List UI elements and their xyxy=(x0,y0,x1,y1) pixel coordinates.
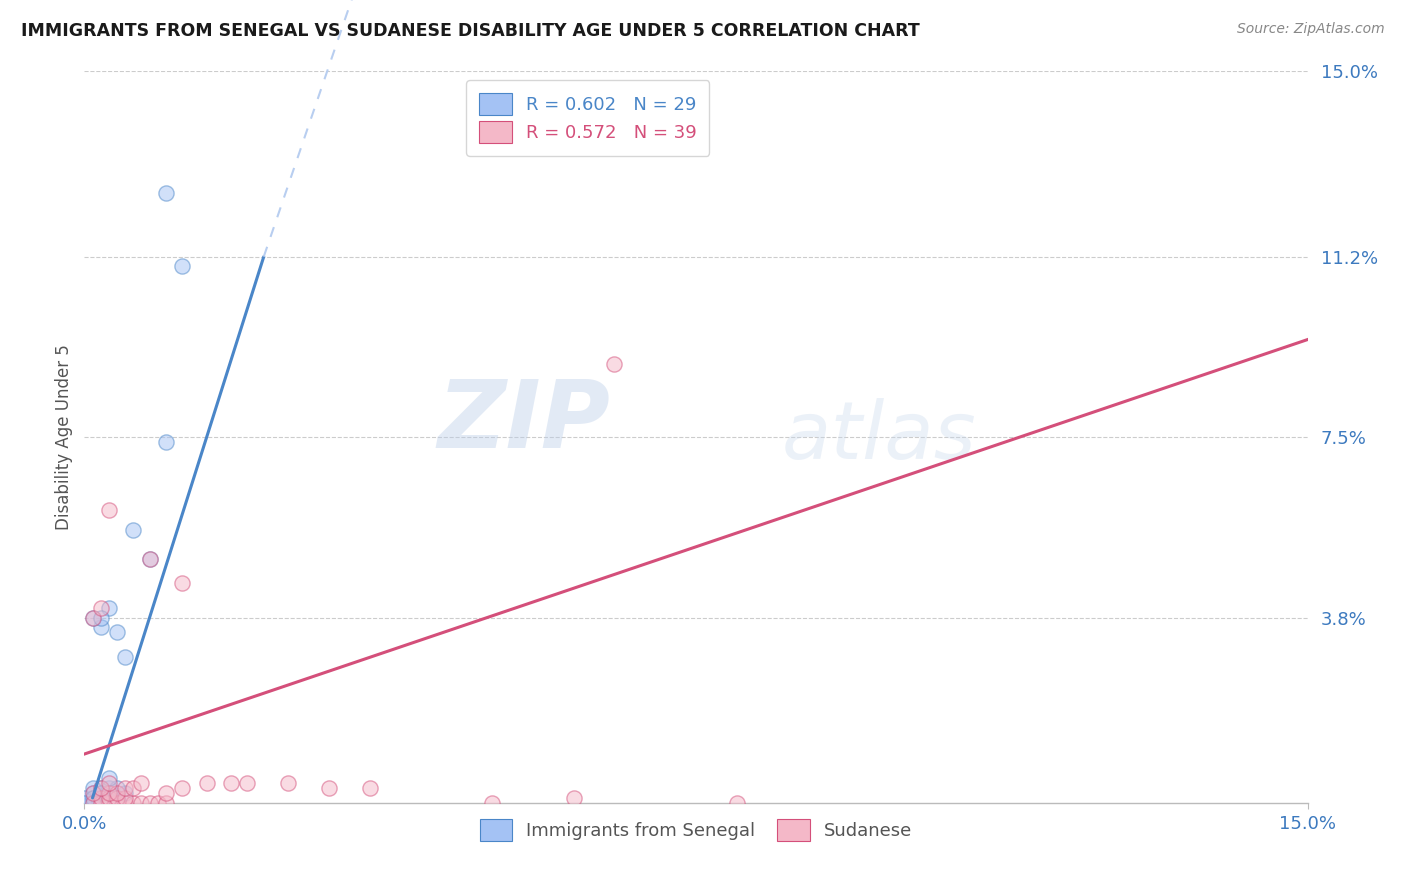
Point xyxy=(82,610,104,624)
Point xyxy=(73,791,96,805)
Point xyxy=(97,791,120,805)
Point xyxy=(138,796,160,810)
Point xyxy=(90,600,112,615)
Point xyxy=(90,781,112,796)
Point xyxy=(122,796,145,810)
Point xyxy=(90,796,112,810)
Point xyxy=(277,776,299,790)
Point xyxy=(82,781,104,796)
Point xyxy=(90,781,112,796)
Point xyxy=(138,552,160,566)
Point xyxy=(131,796,153,810)
Point xyxy=(82,786,104,800)
Text: Source: ZipAtlas.com: Source: ZipAtlas.com xyxy=(1237,22,1385,37)
Point xyxy=(155,186,177,201)
Point xyxy=(603,357,626,371)
Point xyxy=(90,791,112,805)
Point xyxy=(73,796,96,810)
Point xyxy=(90,620,112,634)
Point xyxy=(97,781,120,796)
Point xyxy=(725,796,748,810)
Legend: Immigrants from Senegal, Sudanese: Immigrants from Senegal, Sudanese xyxy=(472,812,920,848)
Point xyxy=(90,791,112,805)
Point xyxy=(82,796,104,810)
Point xyxy=(359,781,381,796)
Point xyxy=(172,260,194,274)
Point xyxy=(105,796,128,810)
Point xyxy=(82,786,104,800)
Point xyxy=(82,791,104,805)
Point xyxy=(105,625,128,640)
Point xyxy=(82,796,104,810)
Point xyxy=(97,791,120,805)
Point xyxy=(236,776,259,790)
Text: atlas: atlas xyxy=(782,398,976,476)
Point xyxy=(97,796,120,810)
Point xyxy=(97,786,120,800)
Point xyxy=(138,552,160,566)
Point xyxy=(114,796,136,810)
Point xyxy=(97,772,120,786)
Point xyxy=(82,796,104,810)
Point xyxy=(114,791,136,805)
Y-axis label: Disability Age Under 5: Disability Age Under 5 xyxy=(55,344,73,530)
Text: IMMIGRANTS FROM SENEGAL VS SUDANESE DISABILITY AGE UNDER 5 CORRELATION CHART: IMMIGRANTS FROM SENEGAL VS SUDANESE DISA… xyxy=(21,22,920,40)
Point xyxy=(155,786,177,800)
Point xyxy=(195,776,218,790)
Point xyxy=(481,796,503,810)
Point xyxy=(105,781,128,796)
Point xyxy=(114,781,136,796)
Point xyxy=(131,776,153,790)
Point xyxy=(82,610,104,624)
Point xyxy=(105,786,128,800)
Point xyxy=(172,576,194,591)
Point xyxy=(90,786,112,800)
Point xyxy=(90,610,112,624)
Point xyxy=(105,791,128,805)
Point xyxy=(105,791,128,805)
Point xyxy=(90,796,112,810)
Point xyxy=(318,781,340,796)
Point xyxy=(122,781,145,796)
Point xyxy=(97,503,120,517)
Point xyxy=(146,796,169,810)
Point xyxy=(219,776,242,790)
Point xyxy=(155,796,177,810)
Point xyxy=(562,791,585,805)
Point xyxy=(97,776,120,790)
Point xyxy=(114,786,136,800)
Point xyxy=(122,523,145,537)
Point xyxy=(172,781,194,796)
Point xyxy=(97,600,120,615)
Point xyxy=(155,434,177,449)
Point xyxy=(82,791,104,805)
Point xyxy=(114,649,136,664)
Text: ZIP: ZIP xyxy=(437,376,610,468)
